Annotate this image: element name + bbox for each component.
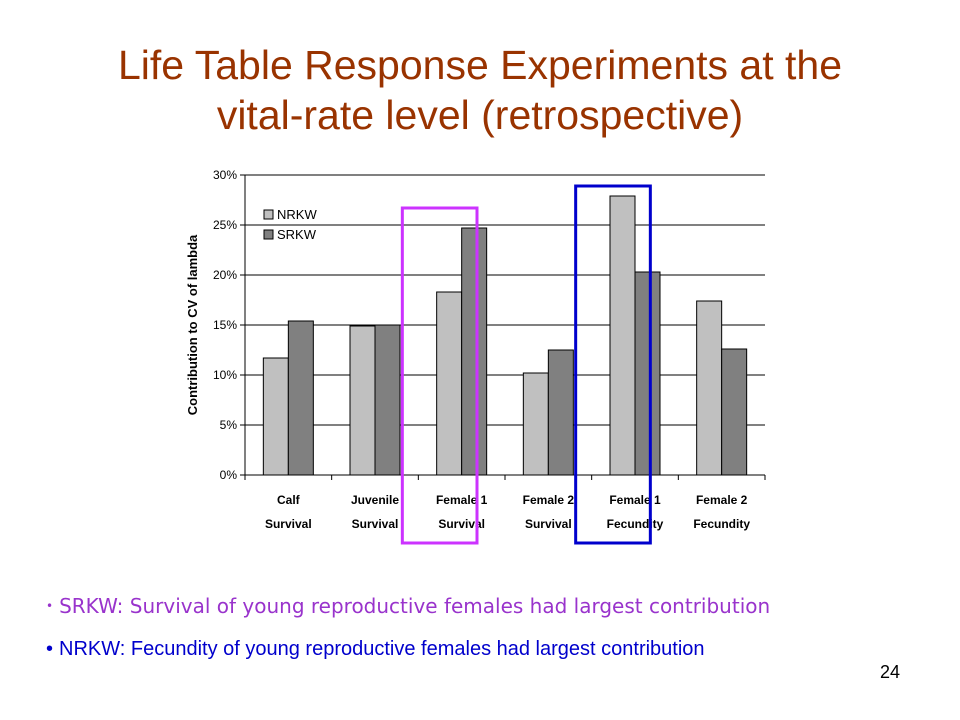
bar-srkw [374, 324, 401, 476]
bar-srkw [721, 348, 748, 476]
y-tick-label: 25% [213, 218, 237, 232]
y-tick-label: 0% [220, 468, 238, 482]
x-tick-label: Survival [265, 517, 312, 531]
x-tick-label: Fecundity [607, 517, 664, 531]
y-tick-label: 20% [213, 268, 237, 282]
bar-nrkw [262, 357, 289, 476]
highlight-box [574, 184, 652, 545]
bar-srkw [461, 227, 488, 476]
x-tick-label: Calf [277, 493, 301, 507]
bullet-nrkw-text: NRKW: Fecundity of young reproductive fe… [59, 638, 705, 660]
bar-nrkw [609, 195, 636, 476]
bar-nrkw [696, 300, 723, 476]
bullet-srkw: • SRKW: Survival of young reproductive fe… [46, 594, 770, 618]
bar-srkw [634, 271, 661, 476]
highlight-box [400, 206, 479, 545]
bullet-srkw-text: SRKW: Survival of young reproductive fem… [59, 594, 771, 618]
bullet-nrkw: • NRKW: Fecundity of young reproductive f… [46, 638, 705, 661]
x-tick-label: Female 2 [696, 493, 748, 507]
legend-swatch-srkw [263, 229, 274, 240]
legend-swatch-nrkw [263, 209, 274, 220]
bar-srkw [287, 320, 314, 476]
bar-nrkw [522, 372, 549, 476]
x-tick-label: Fecundity [693, 517, 750, 531]
x-tick-label: Survival [352, 517, 399, 531]
legend-label-nrkw: NRKW [277, 207, 317, 222]
bar-nrkw [349, 325, 376, 476]
legend-label-srkw: SRKW [277, 227, 317, 242]
bar-nrkw [436, 291, 463, 476]
x-tick-label: Female 1 [609, 493, 661, 507]
y-tick-label: 5% [220, 418, 238, 432]
bullet-srkw-dot: • [46, 599, 54, 613]
x-tick-label: Survival [525, 517, 572, 531]
slide-title-line-1: Life Table Response Experiments at the [117, 42, 842, 88]
x-tick-label: Female 1 [436, 493, 488, 507]
slide-title: Life Table Response Experiments at the v… [40, 40, 920, 140]
y-axis-label: Contribution to CV of lambda [185, 234, 200, 415]
bullet-nrkw-dot: • [46, 638, 54, 660]
y-tick-label: 15% [213, 318, 237, 332]
slide-title-line-2: vital-rate level (retrospective) [216, 92, 744, 138]
y-tick-label: 10% [213, 368, 237, 382]
y-tick-label: 30% [213, 168, 237, 182]
x-tick-label: Female 2 [523, 493, 575, 507]
x-tick-label: Survival [438, 517, 485, 531]
page-number: 24 [880, 662, 901, 682]
bar-srkw [547, 349, 574, 476]
x-tick-label: Juvenile [351, 493, 399, 507]
